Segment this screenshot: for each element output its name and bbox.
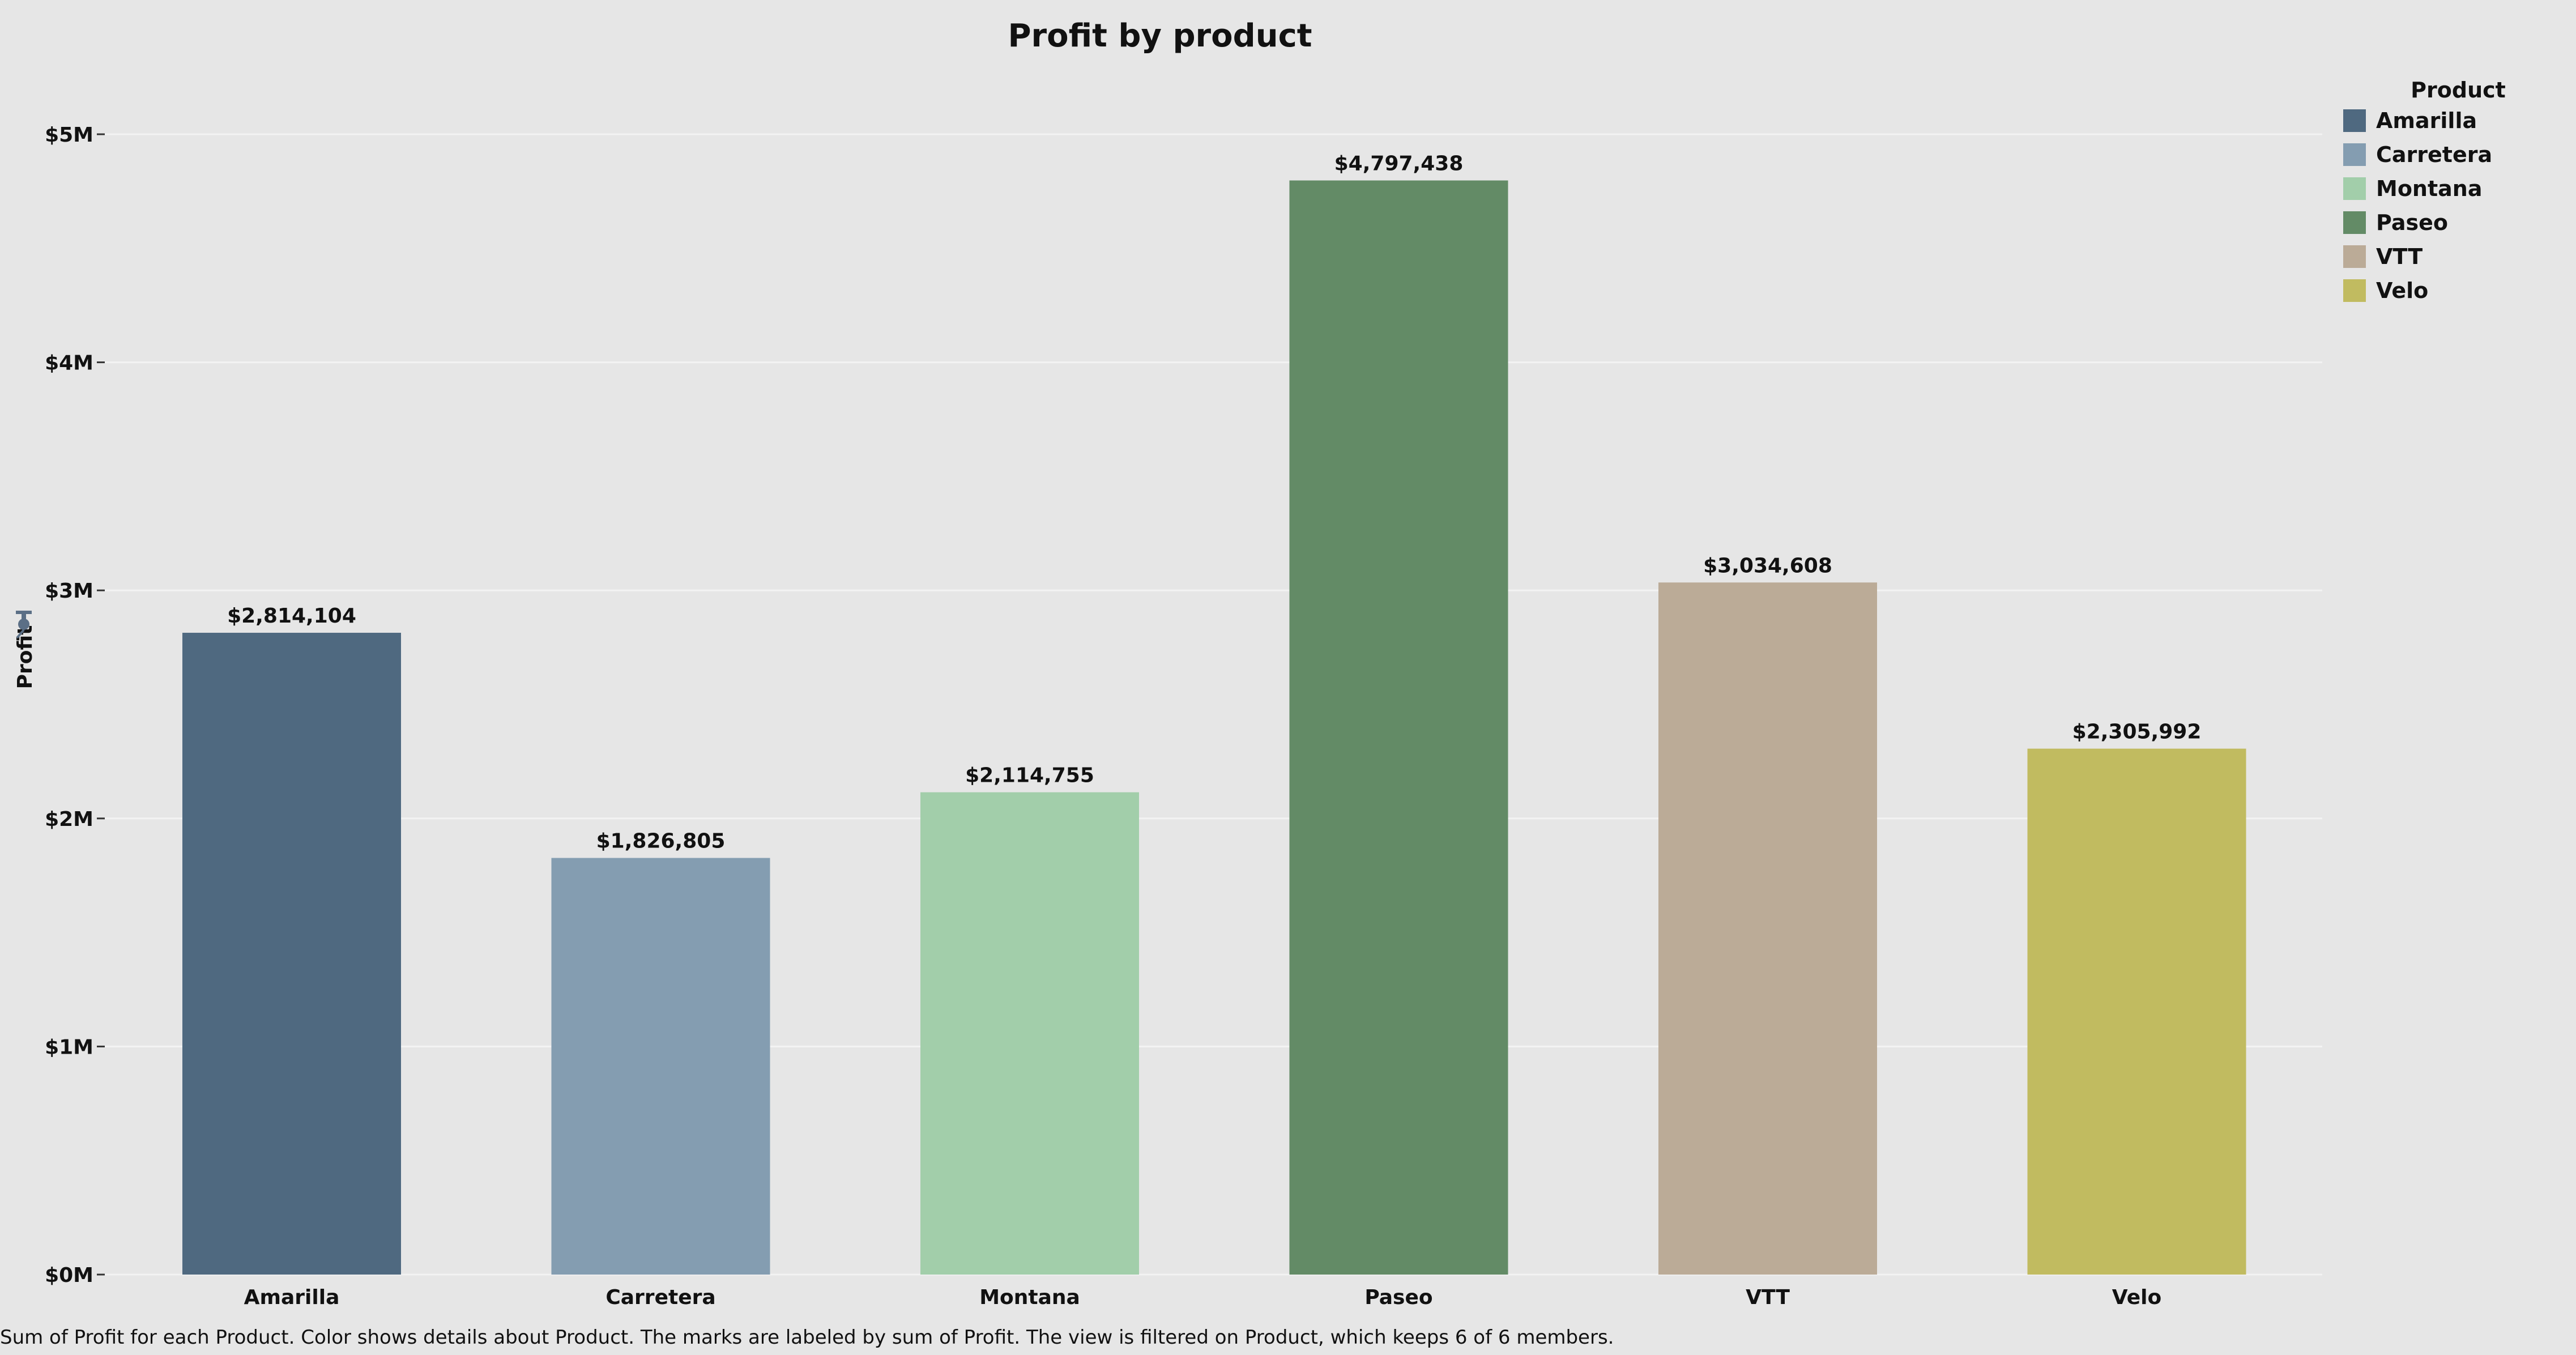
legend-swatch[interactable]: [2343, 211, 2366, 234]
legend: Product Amarilla Carretera Montana Paseo VTT V…: [2343, 78, 2506, 303]
grid-layer: [105, 133, 2322, 1276]
y-axis-title-group: Profit: [14, 625, 37, 689]
legend-entry-label[interactable]: Carretera: [2376, 142, 2492, 167]
bar-vtt[interactable]: [1658, 582, 1877, 1275]
bar-montana[interactable]: [920, 792, 1139, 1275]
data-labels-layer: $2,814,104 $1,826,805 $2,114,755 $4,797,438…: [227, 152, 2201, 853]
x-tick-label: VTT: [1746, 1286, 1790, 1309]
data-label: $2,114,755: [965, 764, 1094, 787]
x-tick-label: Montana: [979, 1286, 1080, 1309]
legend-entry-label[interactable]: Montana: [2376, 176, 2482, 201]
data-label: $4,797,438: [1334, 152, 1464, 176]
data-label: $2,305,992: [2072, 721, 2202, 744]
y-tick-label: $1M: [45, 1036, 93, 1059]
x-tick-label: Paseo: [1364, 1286, 1432, 1309]
pin-icon[interactable]: [16, 611, 32, 639]
legend-swatch[interactable]: [2343, 177, 2366, 200]
x-axis: Amarilla Carretera Montana Paseo VTT Velo: [244, 1286, 2162, 1309]
legend-swatch[interactable]: [2343, 143, 2366, 166]
x-tick-label: Carretera: [605, 1286, 715, 1309]
legend-entry-label[interactable]: Amarilla: [2376, 108, 2477, 133]
y-tick-label: $3M: [45, 580, 93, 603]
legend-title: Product: [2411, 78, 2506, 103]
chart-title: Profit by product: [1008, 18, 1312, 54]
y-tick-label: $4M: [45, 352, 93, 375]
legend-swatch[interactable]: [2343, 279, 2366, 302]
bar-amarilla[interactable]: [182, 633, 401, 1275]
bar-paseo[interactable]: [1289, 180, 1508, 1275]
y-tick-label: $0M: [45, 1264, 93, 1287]
data-label: $2,814,104: [227, 604, 356, 628]
bars-layer: [182, 180, 2246, 1275]
legend-swatch[interactable]: [2343, 245, 2366, 268]
caption: Sum of Profit for each Product. Color sh…: [0, 1326, 1614, 1349]
y-axis-title: Profit: [14, 625, 37, 689]
y-axis: $0M $1M $2M $3M $4M $5M: [45, 123, 105, 1287]
legend-entry-label[interactable]: Paseo: [2376, 210, 2448, 235]
bar-velo[interactable]: [2027, 748, 2246, 1275]
bar-carretera[interactable]: [551, 858, 770, 1275]
x-tick-label: Velo: [2112, 1286, 2161, 1309]
x-tick-label: Amarilla: [244, 1286, 340, 1309]
data-label: $1,826,805: [596, 830, 726, 853]
legend-entry-label[interactable]: VTT: [2376, 244, 2423, 269]
y-tick-label: $5M: [45, 123, 93, 147]
legend-entry-label[interactable]: Velo: [2376, 278, 2428, 303]
y-tick-label: $2M: [45, 808, 93, 831]
legend-swatch[interactable]: [2343, 109, 2366, 132]
data-label: $3,034,608: [1703, 554, 1832, 577]
